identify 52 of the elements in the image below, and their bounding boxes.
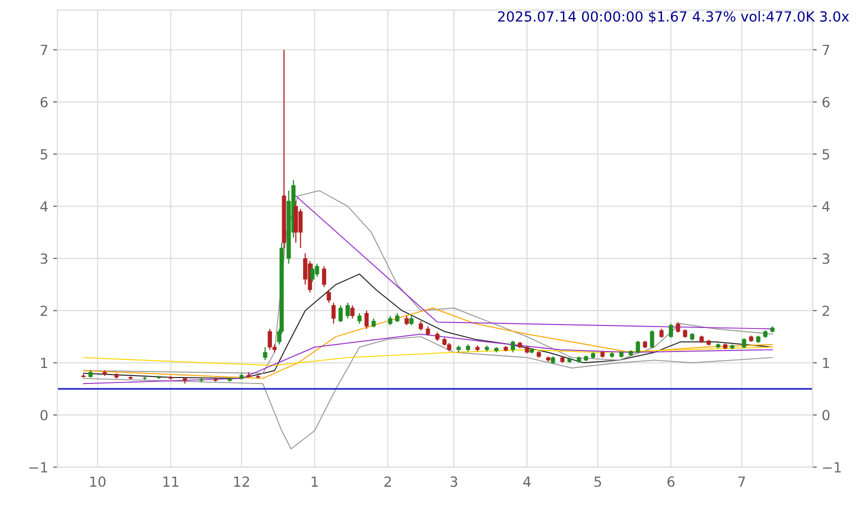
candlestick — [331, 302, 336, 324]
line-series — [82, 308, 773, 379]
y2-tick-label: 5 — [822, 149, 830, 160]
y-tick-label: 6 — [40, 96, 48, 108]
y2-tick-label: 4 — [822, 201, 830, 212]
candlestick — [742, 338, 746, 349]
y-tick-label: 1 — [41, 358, 48, 368]
x-tick-label: 5 — [594, 476, 602, 487]
candlestick — [668, 323, 674, 338]
y2-tick-label: −1 — [823, 462, 841, 472]
candlestick — [346, 302, 350, 319]
y-tick-label: 4 — [40, 201, 48, 212]
x-tick-label: 10 — [90, 476, 106, 487]
y-tick-label: 7 — [40, 44, 48, 56]
candlestick — [676, 322, 680, 334]
line-series — [82, 346, 773, 366]
candlestick — [322, 266, 326, 288]
candlestick — [364, 310, 369, 330]
candlestick — [326, 289, 331, 304]
chart-title: 2025.07.14 00:00:00 $1.67 4.37% vol:477.0K 3.0x — [498, 10, 849, 24]
candlestick — [650, 330, 654, 349]
x-tick-label: 4 — [523, 476, 531, 487]
y2-tick-label: 2 — [822, 306, 829, 316]
candlestick — [510, 340, 515, 353]
y-tick-label: 3 — [40, 253, 48, 264]
candlestick — [636, 340, 640, 354]
x-tick-label: 1 — [312, 476, 318, 487]
candlestick — [418, 320, 423, 331]
y-tick-label: 5 — [40, 149, 48, 160]
candlestick — [409, 315, 414, 326]
candlestick — [404, 315, 409, 326]
candlestick — [338, 304, 343, 323]
y-tick-label: 2 — [40, 306, 48, 316]
y-tick-label: −1 — [29, 462, 48, 472]
line-series — [82, 334, 773, 384]
candlestick — [388, 315, 392, 326]
candlestick — [263, 346, 268, 361]
y2-tick-label: 0 — [822, 410, 830, 420]
y2-tick-label: 6 — [822, 96, 830, 108]
y-tick-label: 0 — [40, 410, 48, 420]
candlestick — [350, 304, 355, 319]
x-tick-label: 2 — [384, 476, 391, 487]
x-tick-label: 11 — [163, 476, 178, 487]
y2-tick-label: 1 — [823, 358, 830, 368]
y2-tick-label: 7 — [822, 44, 830, 56]
x-tick-label: 12 — [234, 476, 249, 487]
candlestick — [357, 312, 362, 324]
y2-tick-label: 3 — [822, 253, 830, 264]
candlestick — [426, 326, 430, 336]
x-tick-label: 3 — [450, 476, 458, 487]
x-tick-label: 6 — [668, 476, 674, 487]
x-tick-label: 7 — [738, 476, 745, 487]
